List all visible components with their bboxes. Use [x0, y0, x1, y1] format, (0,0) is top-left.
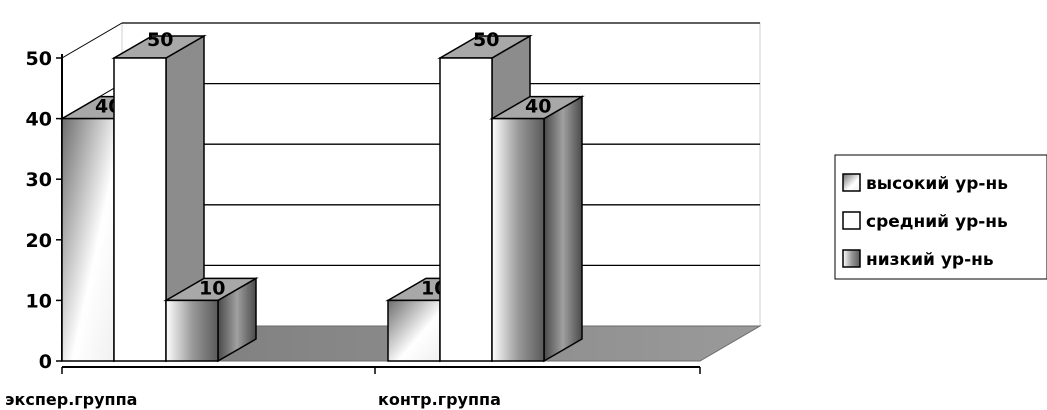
legend: высокий ур-нь средний ур-нь низкий ур-нь [834, 154, 1047, 280]
bar-front [387, 299, 441, 362]
bar-front [61, 117, 115, 362]
bar-side [543, 95, 583, 363]
y-tick-label: 40 [26, 109, 52, 131]
legend-swatch [842, 173, 861, 192]
category-label: экспер.группа [5, 390, 137, 409]
gridline-side [61, 22, 123, 59]
y-tick-label: 0 [39, 351, 52, 373]
bar-front [113, 57, 167, 362]
bar-front [165, 299, 219, 362]
y-tick-label: 50 [26, 48, 52, 70]
legend-swatch [842, 211, 861, 230]
legend-swatch [842, 249, 861, 268]
y-tick-label: 30 [26, 169, 52, 191]
bar [111, 34, 207, 363]
legend-label: высокий ур-нь [866, 174, 1008, 194]
y-tick-label: 20 [26, 230, 52, 252]
legend-label: низкий ур-нь [866, 250, 994, 270]
plot-area: 0 10 20 30 40 50 экспер.группа контр.группа 40 50… [5, 22, 762, 409]
bar-front [439, 57, 493, 362]
bar [163, 277, 259, 363]
data-label: 10 [199, 277, 225, 299]
y-tick-label: 10 [26, 290, 52, 312]
legend-box [834, 154, 1047, 280]
bar [489, 95, 585, 363]
data-label: 40 [525, 96, 551, 118]
data-label: 50 [147, 29, 173, 51]
category-label: контр.группа [378, 390, 501, 409]
legend-label: средний ур-нь [866, 212, 1008, 232]
data-label: 50 [473, 29, 499, 51]
bar-front [491, 117, 545, 362]
